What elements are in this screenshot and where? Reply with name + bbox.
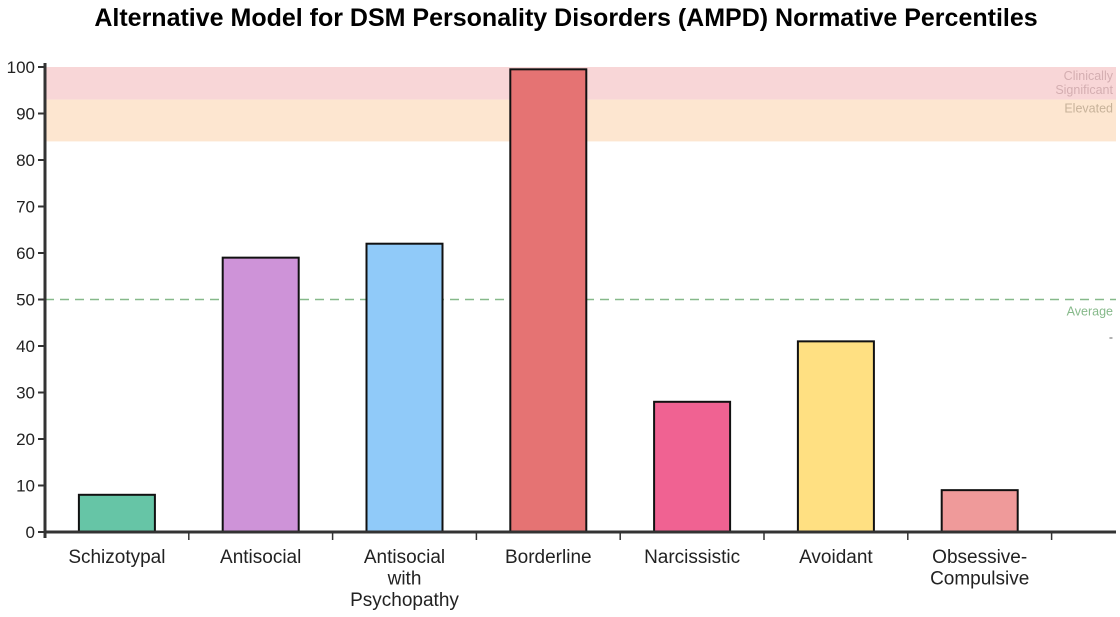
x-tick-label: Borderline: [505, 547, 592, 568]
x-tick-label: with: [387, 569, 422, 590]
x-tick-label: Psychopathy: [350, 590, 459, 611]
band-label: Clinically: [1064, 69, 1114, 83]
band-label: Significant: [1055, 83, 1113, 97]
bar: [940, 489, 1019, 533]
bar: [77, 493, 156, 533]
x-tick-label: Antisocial: [220, 547, 301, 568]
y-tick-label: 80: [16, 151, 35, 170]
x-tick-label: Antisocial: [364, 547, 445, 568]
y-tick-label: 30: [16, 384, 35, 403]
reference-line-label: Average: [1067, 305, 1113, 319]
y-tick-label: 40: [16, 337, 35, 356]
bar: [796, 340, 875, 533]
y-tick-label: 70: [16, 198, 35, 217]
y-tick-label: 10: [16, 477, 35, 496]
band-label: Elevated: [1064, 102, 1113, 116]
bar: [365, 242, 444, 533]
y-tick-label: 20: [16, 430, 35, 449]
bar: [221, 256, 300, 533]
y-tick-label: 90: [16, 105, 35, 124]
bar: [653, 400, 732, 533]
chart-title: Alternative Model for DSM Personality Di…: [94, 4, 1038, 32]
x-tick-label: Narcissistic: [644, 547, 740, 568]
x-tick-label: Schizotypal: [68, 547, 165, 568]
y-tick-label: 50: [16, 291, 35, 310]
y-tick-label: 100: [7, 58, 35, 77]
x-tick-label: Compulsive: [930, 569, 1029, 590]
y-tick-label: 60: [16, 244, 35, 263]
reference-line-mark: -: [1109, 331, 1113, 345]
x-tick-label: Obsessive-: [932, 547, 1027, 568]
x-tick-label: Avoidant: [799, 547, 873, 568]
y-tick-label: 0: [26, 523, 35, 542]
bar: [509, 68, 588, 533]
